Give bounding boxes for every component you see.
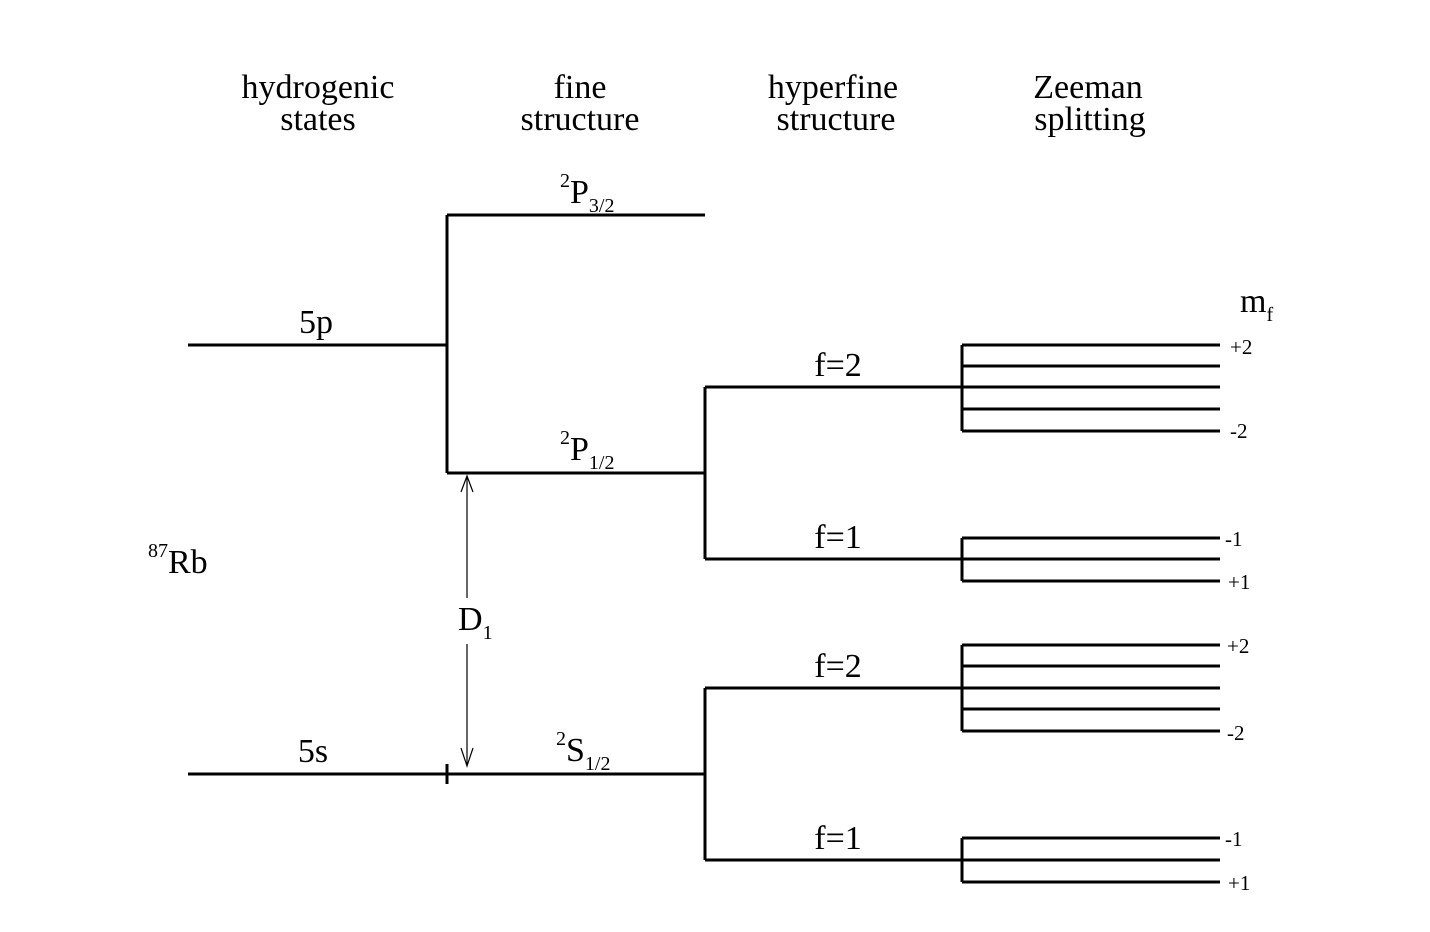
header-fine-line2: structure <box>521 101 640 138</box>
label-s12: 2S1/2 <box>556 728 610 775</box>
header-zeeman-line1: Zeeman <box>1033 69 1143 106</box>
atom-mass-number: 87 <box>148 540 168 562</box>
label-s-f1: f=1 <box>814 820 862 857</box>
atom-label: 87Rb <box>148 540 208 581</box>
atom-symbol: Rb <box>168 544 208 581</box>
label-s-f2: f=2 <box>814 648 862 685</box>
mf-tick-p-f1-top: -1 <box>1225 527 1243 551</box>
mf-tick-p-f1-bottom: +1 <box>1228 570 1250 594</box>
label-5s: 5s <box>298 733 328 770</box>
d1-arrow-head-up <box>460 474 474 493</box>
label-p32: 2P3/2 <box>560 170 614 217</box>
mf-tick-p-f2-top: +2 <box>1230 335 1252 359</box>
mf-label: mf <box>1240 283 1273 326</box>
label-p-f1: f=1 <box>814 519 862 556</box>
header-zeeman-line2: splitting <box>1034 101 1145 138</box>
mf-tick-s-f1-top: -1 <box>1225 827 1243 851</box>
label-5p: 5p <box>299 304 333 341</box>
mf-tick-p-f2-bottom: -2 <box>1230 419 1248 443</box>
mf-tick-s-f1-bottom: +1 <box>1228 871 1250 895</box>
mf-tick-s-f2-bottom: -2 <box>1227 721 1245 745</box>
label-p12: 2P1/2 <box>560 427 614 474</box>
header-fine-line1: fine <box>554 69 607 106</box>
header-hyperfine-line2: structure <box>777 101 896 138</box>
header-hydrogenic-line2: states <box>280 101 356 138</box>
header-hyperfine-line1: hyperfine <box>768 69 898 106</box>
label-d1: D1 <box>458 601 493 644</box>
header-hydrogenic-line1: hydrogenic <box>242 69 395 106</box>
label-p-f2: f=2 <box>814 347 862 384</box>
mf-tick-s-f2-top: +2 <box>1227 634 1249 658</box>
d1-arrow-head-down <box>460 747 474 768</box>
d1-label-backdrop <box>452 598 498 644</box>
